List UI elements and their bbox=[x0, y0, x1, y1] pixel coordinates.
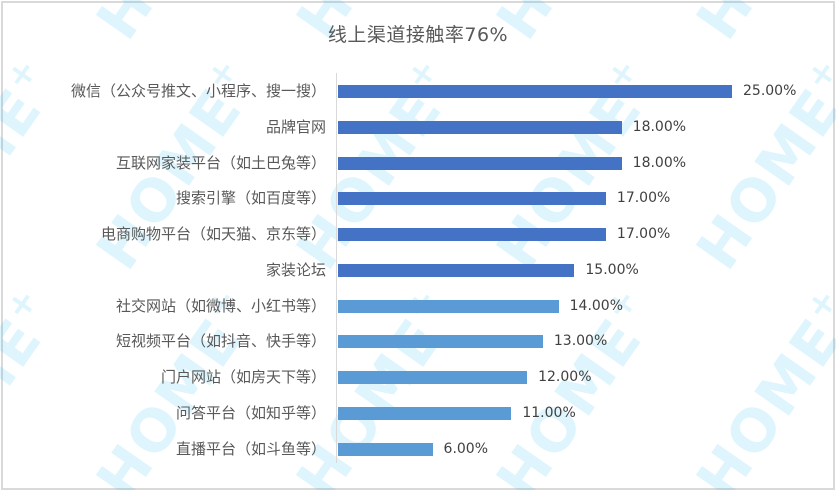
bar-row: 直播平台（如斗鱼等） 6.00% bbox=[0, 431, 836, 467]
bar-row: 互联网家装平台（如土巴兔等） 18.00% bbox=[0, 145, 836, 181]
category-label: 问答平台（如知乎等） bbox=[175, 403, 326, 422]
data-value-label: 11.00% bbox=[522, 404, 576, 421]
data-value-label: 25.00% bbox=[743, 83, 797, 99]
category-label: 家装论坛 bbox=[265, 260, 326, 279]
bar bbox=[338, 371, 528, 384]
data-value-label: 17.00% bbox=[616, 190, 671, 207]
bar-row: 问答平台（如知乎等） 11.00% bbox=[0, 395, 836, 431]
bar-row: 社交网站（如微博、小红书等） 14.00% bbox=[0, 288, 836, 324]
data-value-label: 14.00% bbox=[569, 297, 624, 314]
category-label: 互联网家装平台（如土巴兔等） bbox=[115, 153, 326, 172]
category-label: 短视频平台（如抖音、快手等） bbox=[115, 332, 326, 351]
category-axis-line bbox=[336, 73, 337, 463]
category-label: 品牌官网 bbox=[265, 117, 326, 136]
data-value-label: 6.00% bbox=[443, 440, 489, 457]
category-label: 微信（公众号推文、小程序、搜一搜） bbox=[70, 82, 326, 100]
bar bbox=[338, 442, 433, 456]
bar bbox=[338, 85, 732, 98]
data-value-label: 13.00% bbox=[553, 333, 608, 350]
data-value-label: 12.00% bbox=[538, 369, 592, 385]
category-label: 直播平台（如斗鱼等） bbox=[175, 439, 326, 458]
bar-row: 门户网站（如房天下等） 12.00% bbox=[0, 359, 836, 395]
data-value-label: 17.00% bbox=[616, 226, 671, 242]
bar bbox=[338, 263, 575, 277]
category-label: 门户网站（如房天下等） bbox=[160, 368, 326, 386]
category-label: 社交网站（如微博、小红书等） bbox=[115, 296, 326, 315]
category-label: 电商购物平台（如天猫、京东等） bbox=[100, 225, 326, 243]
bar bbox=[338, 335, 543, 349]
bar bbox=[338, 156, 622, 170]
bar-row: 品牌官网 18.00% bbox=[0, 109, 836, 145]
bar bbox=[338, 299, 559, 313]
category-label: 搜索引擎（如百度等） bbox=[175, 189, 326, 208]
bar-row: 短视频平台（如抖音、快手等） 13.00% bbox=[0, 323, 836, 359]
bar bbox=[338, 228, 606, 241]
bar-row: 电商购物平台（如天猫、京东等） 17.00% bbox=[0, 216, 836, 252]
bar bbox=[338, 406, 512, 420]
bar-row: 搜索引擎（如百度等） 17.00% bbox=[0, 180, 836, 216]
bar bbox=[338, 120, 622, 134]
bar-row: 家装论坛 15.00% bbox=[0, 252, 836, 288]
bar bbox=[338, 192, 606, 206]
data-value-label: 15.00% bbox=[585, 261, 639, 278]
chart-title: 线上渠道接触率76% bbox=[327, 24, 509, 46]
data-value-label: 18.00% bbox=[632, 154, 687, 171]
bar-row: 微信（公众号推文、小程序、搜一搜） 25.00% bbox=[0, 73, 836, 109]
data-value-label: 18.00% bbox=[632, 118, 687, 135]
